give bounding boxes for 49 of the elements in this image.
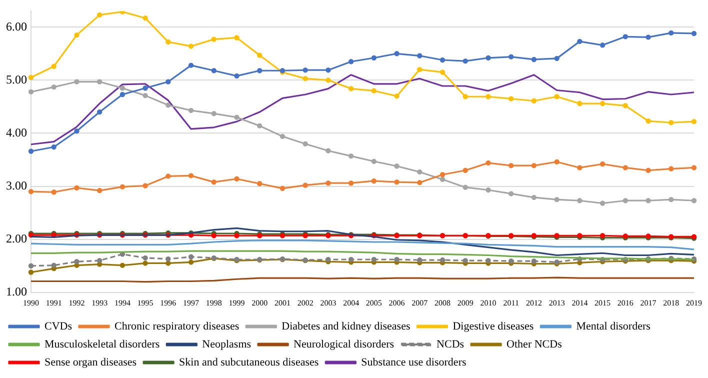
- x-tick-label: 1990: [23, 298, 39, 308]
- x-tick-label: 2003: [320, 298, 336, 308]
- x-tick-label: 2008: [434, 298, 451, 308]
- legend-label: CVDs: [44, 320, 72, 332]
- x-tick-label: 2011: [503, 298, 519, 308]
- x-tick-label: 2018: [663, 298, 680, 308]
- x-tick-label: 1997: [183, 298, 200, 308]
- legend-label: Neurological disorders: [294, 338, 394, 350]
- legend-label: Neoplasms: [202, 338, 252, 350]
- legend-label: Musculoskeletal disorders: [44, 338, 160, 350]
- x-tick-label: 2002: [297, 298, 314, 308]
- legend-label: Sense organ diseases: [44, 356, 137, 368]
- x-tick-label: 2007: [412, 298, 428, 308]
- x-tick-label: 2013: [548, 298, 565, 308]
- y-tick-label: 4.00: [6, 125, 27, 140]
- x-tick-label: 1993: [92, 298, 108, 308]
- x-tick-label: 2009: [457, 298, 474, 308]
- x-tick-label: 1996: [160, 298, 176, 308]
- y-tick-label: 2.00: [6, 232, 27, 246]
- legend-label: Diabetes and kidney diseases: [282, 320, 410, 332]
- x-tick-label: 1998: [206, 298, 222, 308]
- x-tick-label: 2006: [388, 298, 405, 308]
- x-tick-label: 1995: [137, 298, 154, 308]
- y-tick-label: 3.00: [6, 178, 27, 192]
- y-tick-label: 5.00: [6, 72, 27, 86]
- x-tick-label: 2016: [617, 298, 634, 308]
- x-tick-label: 2005: [366, 298, 382, 308]
- x-tick-label: 2010: [480, 298, 496, 308]
- y-tick-label: 6.00: [6, 19, 27, 34]
- legend-label: NCDs: [436, 338, 464, 350]
- legend-label: Digestive diseases: [452, 320, 534, 332]
- x-tick-label: 2004: [343, 298, 360, 308]
- y-tick-label: 1.00: [6, 284, 27, 299]
- x-tick-label: 1992: [68, 298, 85, 308]
- x-tick-label: 1999: [228, 298, 245, 308]
- x-tick-label: 2019: [686, 298, 702, 308]
- x-tick-label: 1991: [46, 298, 62, 308]
- x-tick-label: 2001: [274, 298, 290, 308]
- x-tick-label: 2000: [252, 298, 268, 308]
- x-tick-label: 2014: [572, 298, 588, 308]
- x-tick-label: 2017: [640, 298, 656, 308]
- legend-label: Other NCDs: [506, 338, 562, 350]
- x-tick-label: 2015: [594, 298, 611, 308]
- legend-label: Substance use disorders: [361, 356, 466, 368]
- legend-label: Chronic respiratory diseases: [114, 320, 240, 332]
- legend-label: Skin and subcutaneous diseases: [179, 356, 319, 368]
- legend-label: Mental disorders: [576, 320, 650, 332]
- x-tick-label: 2012: [526, 298, 542, 308]
- x-tick-label: 1994: [114, 298, 130, 308]
